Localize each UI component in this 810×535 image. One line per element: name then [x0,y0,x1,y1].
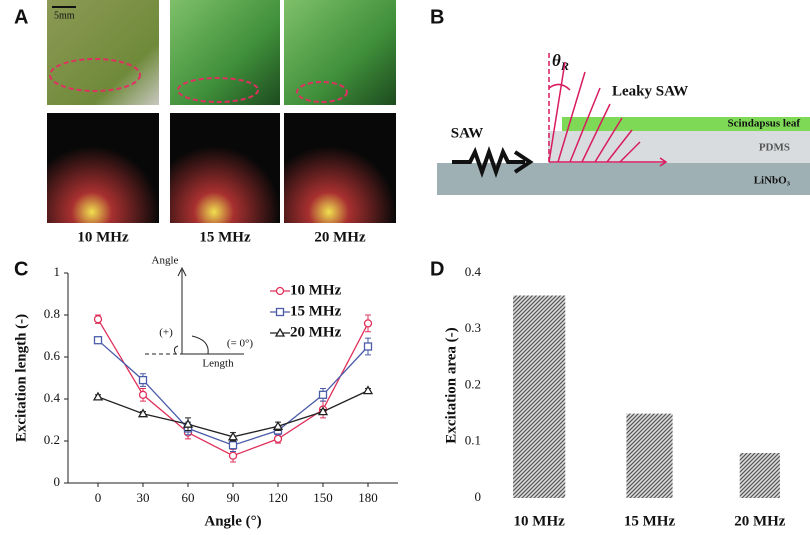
marker [138,390,148,399]
photo [170,113,280,223]
inset-label: (= 0°) [227,338,254,350]
leaky-arrows [548,61,668,167]
leaky-label: Leaky SAW [612,83,688,99]
frequency-label: 10 MHz [77,229,129,245]
y-tick-label: 1 [54,264,61,279]
x-tick-label: 120 [268,490,288,505]
photo [284,113,396,223]
frequency-label: 15 MHz [199,229,251,245]
bar [626,413,673,498]
bar [739,453,780,498]
marker [93,315,103,324]
y-tick-label: 0 [54,474,61,489]
panel-a: A 5mm 10 MHz 15 MHz 20 MHz [14,0,396,245]
series-line [97,390,369,438]
highlight [49,58,141,92]
y-tick-label: 0.8 [44,306,60,321]
inset-label: Length [202,358,234,370]
x-tick-label: 60 [182,490,195,505]
y-axis-title: Excitation length (-) [13,314,29,442]
layer-label: LiNbO₃ [754,175,791,187]
y-tick-label: 0.4 [44,390,61,405]
marker [228,441,238,450]
y-tick-label: 0.2 [465,376,481,391]
marker [273,434,283,444]
series-line [97,339,369,446]
x-tick-label: 0 [95,490,102,505]
marker [318,390,328,399]
highlight [296,81,348,103]
photo [170,0,280,105]
x-tick-label: 180 [358,490,378,505]
x-tick-label: 15 MHz [624,513,676,529]
legend-label: 10 MHz [290,282,342,298]
marker [363,342,373,351]
x-tick-label: 90 [227,490,240,505]
layer-label: PDMS [759,142,790,154]
inset-label: (+) [159,327,173,339]
pdms-layer [548,131,810,163]
scale-label: 5mm [54,10,75,21]
marker [92,391,104,401]
marker [362,385,374,395]
y-tick-label: 0.2 [44,432,60,447]
x-tick-label: 20 MHz [734,513,786,529]
layer-label: Scindapsus leaf [728,118,801,130]
legend-label: 15 MHz [290,303,342,319]
panel-label: D [430,258,444,280]
saw-wave [452,145,525,179]
leaf-layer [562,117,810,131]
marker [138,375,148,385]
saw-arrowhead [513,150,534,174]
panel-label: C [14,258,28,280]
bar [513,295,566,498]
theta-label: θR [552,51,569,73]
marker [275,286,285,296]
marker [274,327,286,337]
panel-label: B [430,6,444,28]
inset: Angle Length (+) (= 0°) [145,255,253,370]
photo [47,0,159,105]
legend-label: 20 MHz [290,324,342,340]
marker [275,307,285,317]
marker [228,451,238,460]
saw-label: SAW [451,125,484,141]
angle-arc [548,83,571,91]
frequency-label: 20 MHz [314,229,366,245]
marker [363,319,373,328]
y-tick-label: 0.6 [44,348,61,363]
theta-symbol: θ [552,51,561,70]
y-tick-label: 0 [475,489,482,504]
inset-label: Angle [152,255,179,267]
marker [272,420,284,430]
y-tick-label: 0.4 [465,264,482,279]
marker [137,408,149,418]
x-tick-label: 150 [313,490,333,505]
x-axis-title: Angle (°) [204,513,261,529]
marker [317,406,329,416]
y-tick-label: 0.1 [465,433,481,448]
marker [182,418,194,428]
photo [284,0,396,105]
y-tick-label: 0.3 [465,320,481,335]
photo [47,113,159,223]
highlight [177,77,259,103]
panel-b: B Scindapsus leaf PDMS LiNbO₃ SAW θR Lea… [430,6,810,195]
x-tick-label: 10 MHz [514,513,566,529]
x-tick-label: 30 [137,490,150,505]
marker [93,336,103,345]
panel-label: A [14,6,28,28]
y-axis-title: Excitation area (-) [443,327,459,443]
marker [227,431,239,441]
